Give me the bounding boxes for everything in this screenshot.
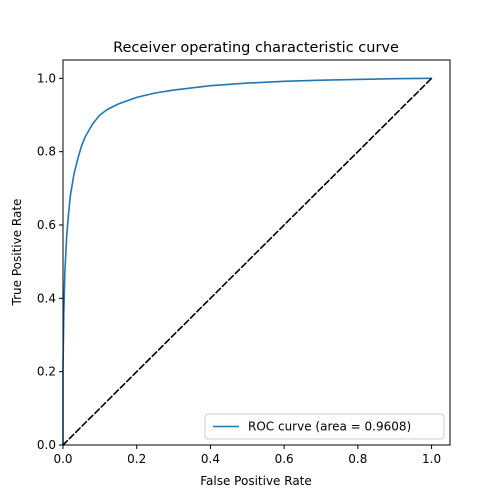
chart-title: Receiver operating characteristic curve bbox=[113, 40, 399, 56]
x-tick-label: 0.0 bbox=[53, 452, 72, 466]
plot-area bbox=[62, 77, 433, 446]
y-tick-label: 0.8 bbox=[37, 145, 56, 159]
x-tick-label: 1.0 bbox=[422, 452, 441, 466]
y-tick-label: 1.0 bbox=[37, 71, 56, 85]
y-tick-label: 0.2 bbox=[37, 365, 56, 379]
axes-frame bbox=[62, 59, 451, 446]
legend: ROC curve (area = 0.9608) bbox=[204, 413, 445, 440]
x-tick-label: 0.6 bbox=[275, 452, 294, 466]
y-tick-label: 0.6 bbox=[37, 218, 56, 232]
legend-box bbox=[204, 413, 445, 440]
legend-label: ROC curve (area = 0.9608) bbox=[248, 420, 411, 434]
x-tick-label: 0.4 bbox=[201, 452, 220, 466]
axis-ticks: 0.0 0.2 0.4 0.6 0.8 1.0 0.0 0.2 0.4 0.6 0.8 1.0 bbox=[37, 71, 441, 466]
x-tick-label: 0.2 bbox=[127, 452, 146, 466]
x-tick-label: 0.8 bbox=[348, 452, 367, 466]
y-axis-label: True Positive Rate bbox=[10, 199, 24, 307]
roc-curve-line bbox=[62, 77, 433, 446]
y-tick-label: 0.0 bbox=[37, 438, 56, 452]
x-axis-label: False Positive Rate bbox=[200, 474, 312, 488]
y-tick-label: 0.4 bbox=[37, 291, 56, 305]
chance-diagonal-line bbox=[62, 77, 433, 446]
